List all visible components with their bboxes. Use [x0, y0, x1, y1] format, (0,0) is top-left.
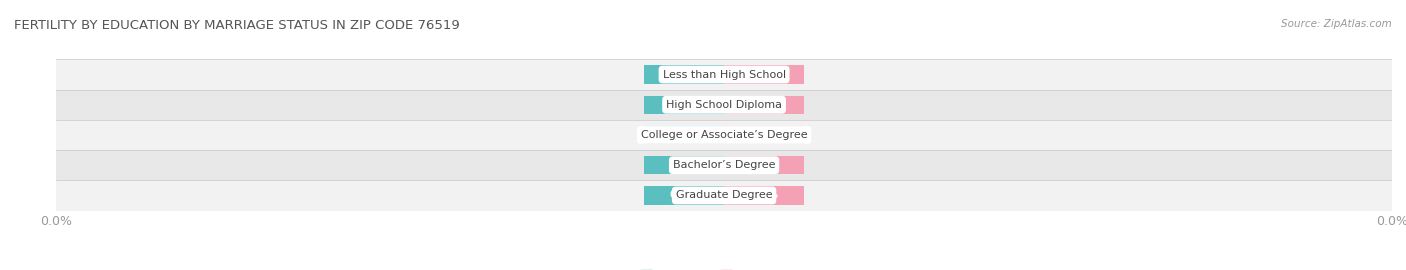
Text: 0.0%: 0.0%: [749, 69, 779, 80]
Text: 0.0%: 0.0%: [749, 190, 779, 201]
Text: 0.0%: 0.0%: [669, 160, 699, 170]
Text: 0.0%: 0.0%: [669, 100, 699, 110]
Bar: [644, 65, 724, 84]
Bar: [724, 96, 804, 114]
Bar: [724, 186, 804, 205]
Bar: [724, 65, 804, 84]
Bar: [644, 186, 724, 205]
Bar: [56, 59, 1392, 90]
Text: 0.0%: 0.0%: [669, 69, 699, 80]
Text: Source: ZipAtlas.com: Source: ZipAtlas.com: [1281, 19, 1392, 29]
Text: 0.0%: 0.0%: [749, 160, 779, 170]
Bar: [724, 126, 804, 144]
Text: High School Diploma: High School Diploma: [666, 100, 782, 110]
Bar: [644, 156, 724, 174]
Text: 0.0%: 0.0%: [669, 130, 699, 140]
Text: Graduate Degree: Graduate Degree: [676, 190, 772, 201]
Bar: [56, 150, 1392, 180]
Text: 0.0%: 0.0%: [669, 190, 699, 201]
Bar: [644, 96, 724, 114]
Bar: [56, 180, 1392, 211]
Bar: [644, 126, 724, 144]
Text: FERTILITY BY EDUCATION BY MARRIAGE STATUS IN ZIP CODE 76519: FERTILITY BY EDUCATION BY MARRIAGE STATU…: [14, 19, 460, 32]
Bar: [56, 90, 1392, 120]
Legend: Married, Unmarried: Married, Unmarried: [634, 265, 814, 270]
Text: 0.0%: 0.0%: [749, 100, 779, 110]
Text: Bachelor’s Degree: Bachelor’s Degree: [673, 160, 775, 170]
Text: College or Associate’s Degree: College or Associate’s Degree: [641, 130, 807, 140]
Text: Less than High School: Less than High School: [662, 69, 786, 80]
Bar: [724, 156, 804, 174]
Text: 0.0%: 0.0%: [749, 130, 779, 140]
Bar: [56, 120, 1392, 150]
